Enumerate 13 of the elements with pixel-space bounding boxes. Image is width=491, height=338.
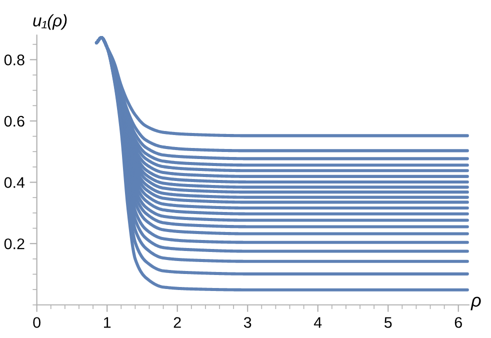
x-tick-label: 1 bbox=[104, 317, 111, 328]
x-tick-label: 5 bbox=[384, 317, 392, 328]
x-tick-label: 2 bbox=[174, 317, 181, 328]
x-axis-title: ρ bbox=[470, 296, 481, 310]
y-tick-label: 0.8 bbox=[4, 54, 24, 66]
x-tick-label: 6 bbox=[454, 317, 462, 328]
y-tick-label: 0.4 bbox=[4, 177, 25, 188]
y-tick-label: 0.6 bbox=[4, 116, 24, 127]
y-tick-label: 0.2 bbox=[4, 238, 24, 250]
x-tick-label: 4 bbox=[314, 317, 322, 328]
x-tick-label: 0 bbox=[33, 317, 40, 328]
x-tick-label: 3 bbox=[244, 317, 252, 328]
y-axis-title: u₁(ρ) bbox=[33, 14, 67, 30]
